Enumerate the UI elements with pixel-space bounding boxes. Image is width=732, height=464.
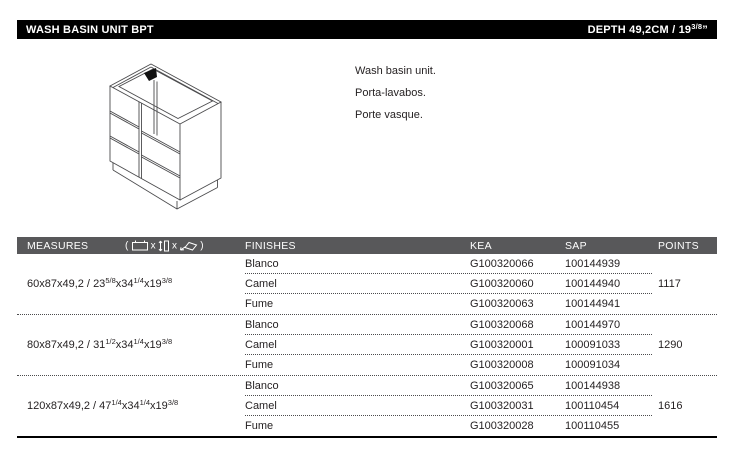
column-header-finishes: FINISHES bbox=[245, 239, 296, 252]
kea-code-cell: G100320008 bbox=[470, 359, 534, 371]
group-separator bbox=[17, 375, 717, 376]
title-bar: WASH BASIN UNIT BPT DEPTH 49,2CM / 193/8… bbox=[17, 20, 717, 39]
kea-code-cell: G100320001 bbox=[470, 339, 534, 351]
column-header-measures: MEASURES bbox=[27, 239, 89, 252]
row-separator bbox=[245, 395, 652, 396]
sap-code-cell: 100110454 bbox=[565, 400, 620, 412]
kea-code-cell: G100320065 bbox=[470, 380, 534, 392]
fraction: 1/4 bbox=[139, 398, 151, 407]
sap-code-cell: 100144938 bbox=[565, 380, 621, 392]
table-row: Fume G100320008 100091034 bbox=[17, 355, 717, 375]
finish-cell: Fume bbox=[245, 359, 274, 371]
dimension-separator: x bbox=[171, 240, 178, 251]
row-separator bbox=[245, 293, 652, 294]
column-header-points: POINTS bbox=[658, 239, 699, 252]
row-separator bbox=[245, 354, 652, 355]
paren-open: ( bbox=[125, 240, 129, 251]
kea-code-cell: G100320031 bbox=[470, 400, 534, 412]
measure-label: 80x87x49,2 / 311/2x341/4x193/8 bbox=[27, 337, 173, 351]
finish-cell: Fume bbox=[245, 298, 274, 310]
points-value: 1290 bbox=[658, 339, 683, 351]
finish-cell: Blanco bbox=[245, 258, 279, 270]
column-header-kea: KEA bbox=[470, 239, 492, 252]
column-header-sap: SAP bbox=[565, 239, 587, 252]
width-icon bbox=[131, 240, 148, 251]
sap-code-cell: 100144970 bbox=[565, 319, 621, 331]
sap-code-cell: 100091034 bbox=[565, 359, 621, 371]
fraction: 3/8 bbox=[691, 21, 703, 31]
row-separator bbox=[245, 334, 652, 335]
fraction: 3/8 bbox=[167, 398, 179, 407]
kea-code-cell: G100320028 bbox=[470, 420, 534, 432]
finish-cell: Blanco bbox=[245, 319, 279, 331]
depth-icon bbox=[180, 241, 198, 251]
table-row: Blanco G100320068 100144970 bbox=[17, 315, 717, 335]
fraction: 1/2 bbox=[105, 337, 116, 346]
dimension-icons: ( x x ) bbox=[125, 239, 204, 252]
measure-label: 120x87x49,2 / 471/4x341/4x193/8 bbox=[27, 398, 179, 412]
description-line-en: Wash basin unit. bbox=[355, 65, 436, 77]
description-line-fr: Porte vasque. bbox=[355, 109, 423, 121]
fraction: 1/4 bbox=[111, 398, 122, 407]
sap-code-cell: 100144940 bbox=[565, 278, 621, 290]
fraction: 1/4 bbox=[133, 337, 144, 346]
table-row: Fume G100320063 100144941 bbox=[17, 294, 717, 314]
fraction: 3/8 bbox=[161, 337, 173, 346]
finish-cell: Fume bbox=[245, 420, 274, 432]
kea-code-cell: G100320060 bbox=[470, 278, 534, 290]
finish-cell: Camel bbox=[245, 400, 277, 412]
product-table: MEASURES ( x x ) FINISHES KEA SAP POINTS… bbox=[17, 237, 717, 438]
page-title: WASH BASIN UNIT BPT bbox=[26, 23, 154, 36]
fraction: 3/8 bbox=[161, 276, 173, 285]
finish-cell: Camel bbox=[245, 339, 277, 351]
dimension-separator: x bbox=[150, 240, 156, 251]
table-row: Camel G100320031 100110454 bbox=[17, 396, 717, 416]
sap-code-cell: 100110455 bbox=[565, 420, 620, 432]
table-row: Camel G100320060 100144940 bbox=[17, 274, 717, 294]
fraction: 5/8 bbox=[105, 276, 116, 285]
finish-cell: Blanco bbox=[245, 380, 279, 392]
kea-code-cell: G100320066 bbox=[470, 258, 534, 270]
kea-code-cell: G100320068 bbox=[470, 319, 534, 331]
points-value: 1616 bbox=[658, 400, 683, 412]
paren-close: ) bbox=[200, 240, 204, 251]
sap-code-cell: 100144939 bbox=[565, 258, 621, 270]
cabinet-line-art bbox=[109, 63, 222, 210]
description-line-es: Porta-lavabos. bbox=[355, 87, 426, 99]
finish-cell: Camel bbox=[245, 278, 277, 290]
wash-basin-unit-isometric-drawing bbox=[80, 54, 250, 216]
sap-code-cell: 100091033 bbox=[565, 339, 621, 351]
product-description: Wash basin unit. Porta-lavabos. Porte va… bbox=[355, 66, 436, 132]
fraction: 1/4 bbox=[133, 276, 144, 285]
table-body: 60x87x49,2 / 235/8x341/4x193/8 Blanco G100… bbox=[17, 254, 717, 438]
table-bottom-border bbox=[17, 436, 717, 438]
height-icon bbox=[158, 240, 169, 251]
row-separator bbox=[245, 273, 652, 274]
table-row: Blanco G100320065 100144938 bbox=[17, 376, 717, 396]
basin-position-arrow-icon bbox=[144, 68, 157, 81]
table-row: Fume G100320028 100110455 bbox=[17, 416, 717, 436]
table-row: Blanco G100320066 100144939 bbox=[17, 254, 717, 274]
depth-label: DEPTH 49,2CM / 193/8” bbox=[587, 21, 708, 36]
product-group: 80x87x49,2 / 311/2x341/4x193/8 Blanco G100… bbox=[17, 315, 717, 375]
measure-label: 60x87x49,2 / 235/8x341/4x193/8 bbox=[27, 276, 173, 290]
product-group: 60x87x49,2 / 235/8x341/4x193/8 Blanco G100… bbox=[17, 254, 717, 314]
product-group: 120x87x49,2 / 471/4x341/4x193/8 Blanco G10… bbox=[17, 376, 717, 436]
sap-code-cell: 100144941 bbox=[565, 298, 621, 310]
group-separator bbox=[17, 314, 717, 315]
points-value: 1117 bbox=[658, 278, 681, 290]
row-separator bbox=[245, 415, 652, 416]
kea-code-cell: G100320063 bbox=[470, 298, 534, 310]
table-row: Camel G100320001 100091033 bbox=[17, 335, 717, 355]
table-header-row: MEASURES ( x x ) FINISHES KEA SAP POINTS bbox=[17, 237, 717, 254]
